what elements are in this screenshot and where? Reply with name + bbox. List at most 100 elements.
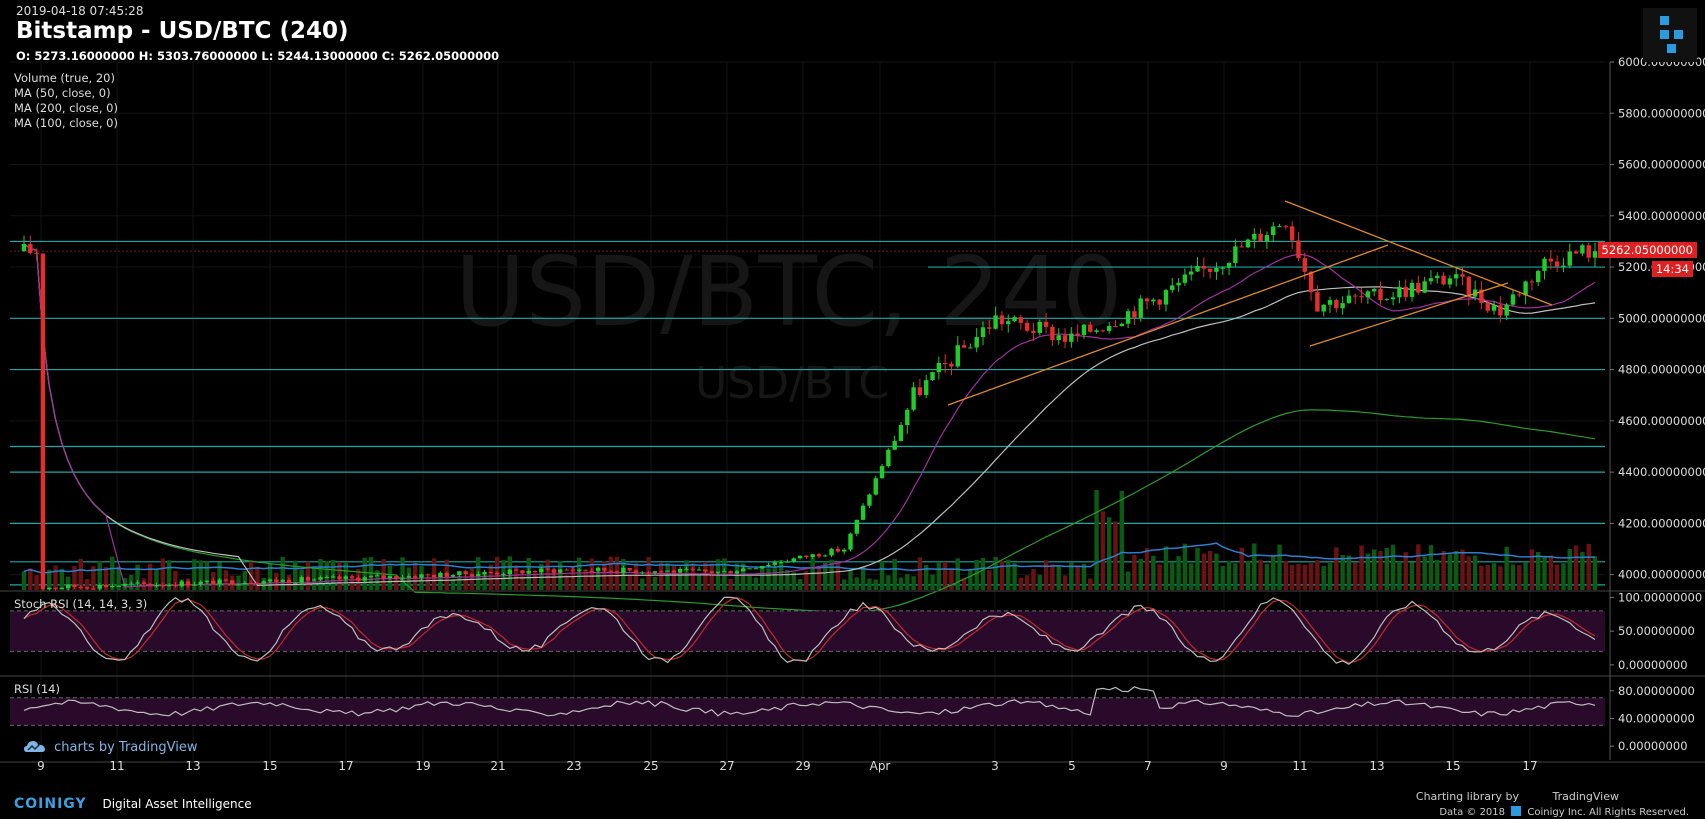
volume-bar: [217, 562, 222, 590]
volume-bar: [930, 574, 935, 590]
volume-bar: [1062, 575, 1068, 590]
volume-bar: [652, 577, 658, 590]
candle-body: [1012, 317, 1017, 322]
candle-body: [892, 440, 897, 450]
charting-library-credit[interactable]: Charting library by TradingView: [1416, 790, 1619, 803]
time-tick-label: 17: [1522, 759, 1537, 773]
candle-body: [21, 243, 27, 252]
coinigy-wordmark[interactable]: COINIGY: [14, 796, 87, 812]
candle-body: [248, 582, 254, 584]
volume-bar: [166, 560, 172, 590]
candle-body: [356, 577, 361, 581]
volume-bar: [854, 577, 860, 590]
candle-body: [759, 566, 765, 569]
volume-bar: [1340, 555, 1345, 590]
volume-bar: [532, 572, 538, 590]
time-tick-label: 29: [795, 759, 810, 773]
candle-body: [677, 568, 683, 573]
candle-body: [1195, 265, 1200, 272]
coinigy-small-icon: [1511, 806, 1522, 816]
candle-body: [1353, 295, 1358, 297]
candle-body: [1554, 261, 1560, 267]
candle-body: [1037, 321, 1042, 333]
candle-body: [318, 577, 323, 580]
candle-body: [387, 576, 393, 579]
volume-bar: [482, 573, 487, 590]
candle-body: [1567, 251, 1572, 266]
volume-bar: [1346, 555, 1352, 590]
candle-body: [1239, 246, 1244, 248]
candle-body: [539, 568, 544, 573]
volume-bar: [665, 563, 670, 590]
candlesticks: [21, 221, 1598, 592]
candle-body: [1132, 311, 1137, 318]
charting-library-text: Charting library by: [1415, 790, 1520, 803]
volume-bar: [804, 571, 809, 590]
indicator-ma200[interactable]: MA (200, close, 0): [14, 101, 118, 115]
volume-bar: [734, 563, 740, 590]
indicator-volume[interactable]: Volume (true, 20): [14, 71, 115, 85]
candle-body: [1428, 278, 1434, 282]
stoch-rsi-label[interactable]: Stoch RSI (14, 14, 3, 3): [14, 597, 148, 611]
stoch-tick-label: 100.00000000: [1618, 590, 1702, 604]
coinigy-logo[interactable]: [1643, 8, 1697, 62]
candle-body: [1157, 299, 1162, 305]
candle-body: [1491, 305, 1497, 311]
volume-bar: [558, 561, 563, 590]
candle-body: [1119, 323, 1125, 327]
candle-body: [1006, 321, 1011, 325]
indicator-list: Volume (true, 20) MA (50, close, 0) MA (…: [14, 71, 118, 131]
candle-body: [457, 571, 462, 576]
volume-bar: [867, 578, 872, 590]
indicator-ma100[interactable]: MA (100, close, 0): [14, 116, 118, 130]
candle-body: [879, 466, 885, 479]
candle-body: [835, 548, 841, 552]
rsi-label[interactable]: RSI (14): [14, 682, 60, 696]
candle-body: [1277, 226, 1282, 228]
candle-body: [993, 315, 998, 329]
candle-body: [1189, 271, 1194, 275]
volume-bar: [627, 575, 632, 590]
candle-body: [1390, 297, 1396, 300]
volume-bar: [949, 567, 954, 590]
candle-body: [280, 579, 285, 582]
candle-body: [40, 253, 46, 589]
candle-body: [1460, 274, 1465, 277]
candle-body: [1592, 251, 1598, 258]
volume-bar: [1056, 566, 1061, 590]
candle-body: [924, 380, 929, 396]
volume-bar: [1163, 546, 1169, 590]
volume-bar: [78, 558, 83, 590]
candle-body: [1220, 267, 1225, 269]
volume-bar: [1031, 568, 1036, 590]
candle-body: [968, 347, 973, 349]
candle-body: [343, 576, 348, 579]
candle-body: [1498, 305, 1503, 316]
volume-bar: [816, 567, 822, 590]
volume-bar: [438, 575, 443, 590]
candle-body: [696, 569, 702, 571]
candle-body: [595, 567, 601, 571]
tradingview-brand[interactable]: charts by TradingView: [24, 739, 197, 755]
volume-bar: [267, 563, 273, 590]
volume-bar: [1504, 546, 1509, 590]
volume-bar: [1006, 559, 1011, 590]
candle-body: [116, 585, 121, 587]
candle-body: [867, 494, 872, 506]
candle-body: [1024, 322, 1030, 331]
candle-body: [1106, 325, 1112, 331]
volume-bar: [747, 575, 752, 590]
ma200-line: [23, 243, 1596, 587]
volume-bar: [1580, 551, 1585, 590]
volume-bar: [1252, 543, 1257, 590]
volume-bar: [640, 578, 645, 590]
candle-body: [961, 345, 967, 348]
tradingview-brand-text: charts by TradingView: [54, 740, 198, 755]
candle-body: [337, 576, 342, 579]
candle-body: [545, 568, 550, 570]
time-tick-label: 11: [1292, 759, 1307, 773]
indicator-ma50[interactable]: MA (50, close, 0): [14, 86, 111, 100]
candle-body: [999, 315, 1005, 325]
candle-body: [1378, 289, 1383, 300]
